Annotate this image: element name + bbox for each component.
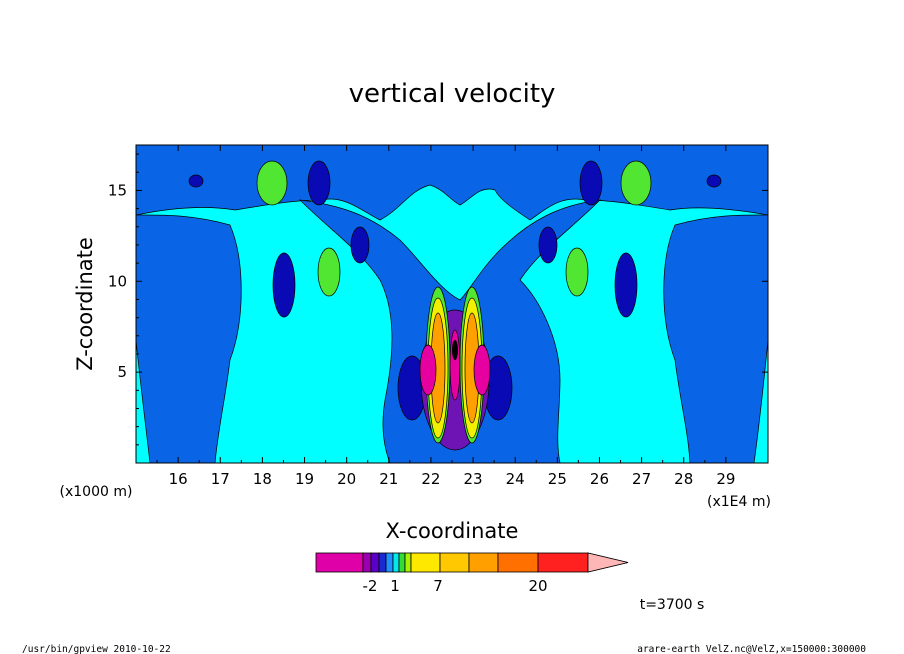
colorbar-bin: [378, 552, 387, 573]
colorbar-bin: [398, 552, 406, 573]
x-tick-label: 26: [590, 470, 609, 488]
colorbar-labels: -2 1 7 20: [363, 577, 548, 595]
x-tick-label: 20: [337, 470, 356, 488]
colorbar-bin: [404, 552, 412, 573]
x-tick-label: 23: [464, 470, 483, 488]
y-axis-label: Z-coordinate: [73, 237, 97, 371]
contour-level-lower-4: [579, 160, 603, 206]
contour-level-lower-1: [272, 252, 296, 318]
colorbar-bin: [392, 552, 400, 573]
x-tick-label: 22: [421, 470, 440, 488]
contour-level-low-left: [136, 214, 242, 463]
colorbar-extend-arrow: [587, 552, 629, 573]
colorbar-label: 7: [433, 577, 443, 595]
colorbar-bin: [385, 552, 394, 573]
colorbar-label: 1: [390, 577, 400, 595]
colorbar-bin: [315, 552, 364, 573]
colorbar-bin: [439, 552, 470, 573]
x-tick-label: 18: [253, 470, 272, 488]
colorbar-bin: [410, 552, 441, 573]
footer-right: arare-earth_VelZ.nc@VelZ,x=150000:300000: [637, 644, 866, 654]
contour-level-lower-5: [188, 174, 204, 188]
contour-field: [136, 145, 768, 463]
x-axis-label: X-coordinate: [386, 519, 519, 543]
x-tick-label: 27: [632, 470, 651, 488]
contour-level-lower-3: [307, 160, 331, 206]
chart-title: vertical velocity: [349, 79, 556, 109]
x-tick-label: 25: [548, 470, 567, 488]
x-axis: 16 17 18 19 20 21 22 23 24 25 26 27 28 29: [156, 145, 735, 488]
time-label: t=3700 s: [640, 597, 705, 613]
footer-left: /usr/bin/gpview 2010-10-22: [22, 644, 171, 654]
contour-level-neg-left: [419, 344, 437, 396]
colorbar-bin: [468, 552, 499, 573]
contour-level-lower-8: [538, 226, 558, 264]
colorbar-bin: [370, 552, 380, 573]
contour-level-pos-4: [565, 247, 589, 297]
contour-level-lower-6: [706, 174, 722, 188]
colorbar-bin: [362, 552, 372, 573]
contour-level-lower-2: [614, 252, 638, 318]
x-tick-label: 21: [379, 470, 398, 488]
x-tick-label: 24: [506, 470, 525, 488]
y-tick-label: 15: [108, 181, 127, 199]
contour-level-low-right: [663, 214, 768, 463]
contour-level-pos-1: [256, 160, 288, 206]
colorbar-bin: [537, 552, 589, 573]
colorbar-label: -2: [363, 577, 378, 595]
y-tick-label: 5: [117, 363, 127, 381]
contour-level-core-dark: [452, 340, 458, 360]
x-axis-scale-label: (x1E4 m): [707, 494, 771, 510]
colorbar: [315, 552, 629, 573]
contour-level-neg-right: [473, 344, 491, 396]
y-tick-label: 10: [108, 272, 127, 290]
contour-level-pos-2: [620, 160, 652, 206]
colorbar-bin: [497, 552, 539, 573]
y-axis: 5 10 15: [108, 153, 768, 446]
y-axis-scale-label: (x1000 m): [60, 484, 133, 500]
x-tick-label: 19: [295, 470, 314, 488]
x-tick-label: 29: [716, 470, 735, 488]
x-tick-label: 17: [211, 470, 230, 488]
plot-area: [135, 144, 769, 464]
contour-level-lower-7: [350, 226, 370, 264]
x-tick-label: 28: [674, 470, 693, 488]
colorbar-label: 20: [528, 577, 547, 595]
x-tick-label: 16: [169, 470, 188, 488]
contour-level-pos-3: [317, 247, 341, 297]
